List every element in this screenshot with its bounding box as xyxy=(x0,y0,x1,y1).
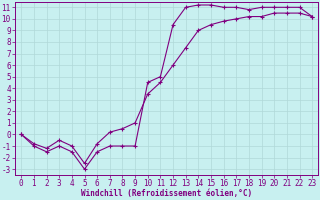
X-axis label: Windchill (Refroidissement éolien,°C): Windchill (Refroidissement éolien,°C) xyxy=(81,189,252,198)
